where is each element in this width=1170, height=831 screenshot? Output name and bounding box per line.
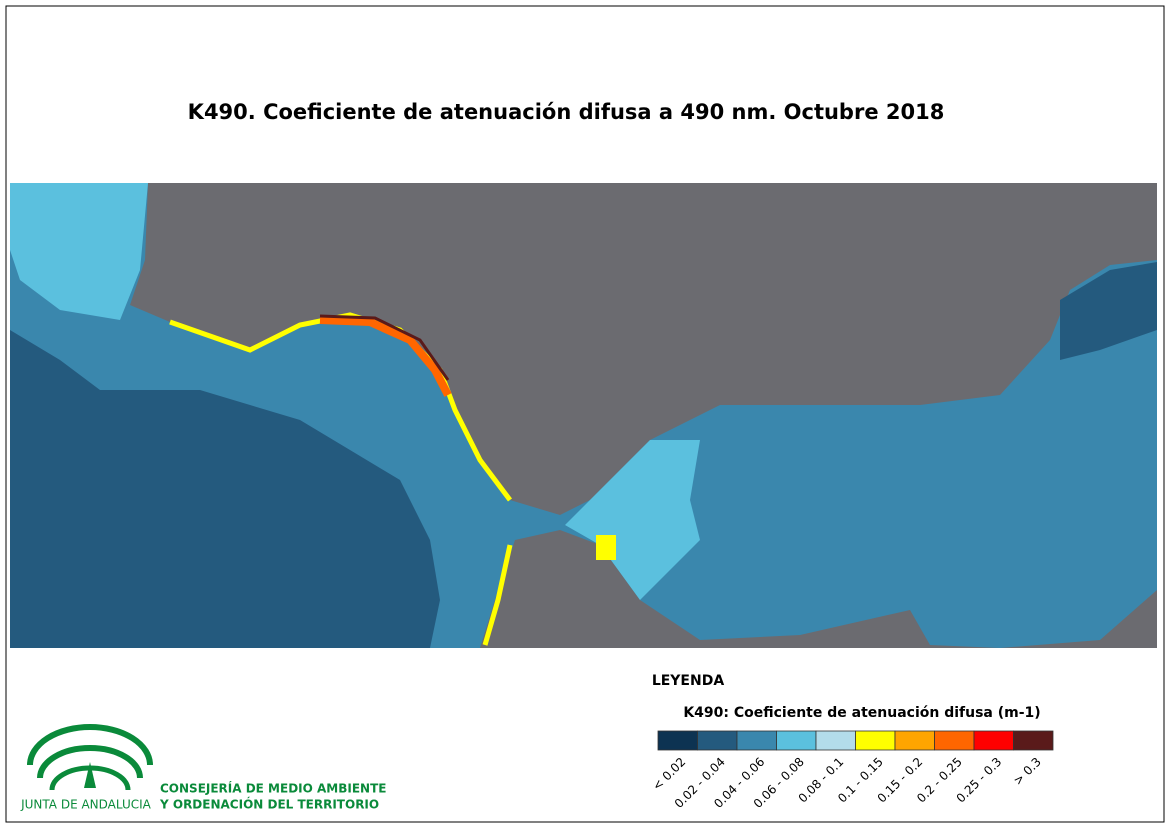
logo: JUNTA DE ANDALUCIA CONSEJERÍA DE MEDIO A… (20, 724, 386, 812)
logo-org: Y ORDENACIÓN DEL TERRITORIO (159, 797, 379, 812)
legend-swatch (934, 730, 975, 751)
legend: < 0.020.02 - 0.040.04 - 0.060.06 - 0.080… (650, 730, 1054, 811)
legend-swatch (657, 730, 698, 751)
logo-name: JUNTA DE ANDALUCIA (20, 798, 152, 812)
legend-swatch (973, 730, 1014, 751)
coastal-turbid (319, 314, 450, 381)
logo-org: CONSEJERÍA DE MEDIO AMBIENTE (160, 781, 386, 796)
coastal-turbid (319, 316, 452, 397)
coastal-turbid (482, 544, 513, 646)
map-title: K490. Coeficiente de atenuación difusa a… (188, 100, 945, 124)
coastal-turbid (596, 535, 616, 560)
legend-swatch (855, 730, 896, 751)
legend-heading: LEYENDA (652, 673, 725, 689)
legend-swatch (894, 730, 935, 751)
legend-title: K490: Coeficiente de atenuación difusa (… (683, 705, 1040, 721)
light-water (10, 183, 148, 320)
legend-swatch (736, 730, 777, 751)
legend-swatch (697, 730, 738, 751)
deep-water (10, 330, 440, 648)
legend-swatch (815, 730, 856, 751)
map (10, 183, 1157, 648)
deep-water (1060, 262, 1157, 360)
legend-swatch (776, 730, 817, 751)
light-water (565, 440, 700, 600)
legend-swatch (1013, 730, 1054, 751)
